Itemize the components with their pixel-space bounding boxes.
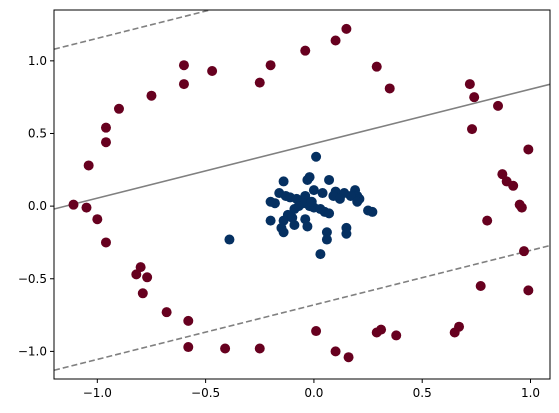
scatter-point	[334, 193, 345, 204]
scatter-point	[464, 79, 475, 90]
scatter-point	[100, 237, 111, 248]
scatter-point	[324, 208, 335, 219]
scatter-point	[100, 122, 111, 133]
scatter-point	[315, 249, 326, 260]
scatter-point	[308, 185, 319, 196]
scatter-point	[92, 214, 103, 225]
scatter-point	[142, 272, 153, 283]
scatter-point	[482, 215, 493, 226]
scatter-point	[467, 124, 478, 135]
scatter-point	[254, 77, 265, 88]
scatter-point	[220, 343, 231, 354]
scatter-point	[100, 137, 111, 148]
scatter-point	[523, 285, 534, 296]
scatter-point	[135, 262, 146, 273]
scatter-point	[469, 92, 480, 103]
axes-frame	[53, 9, 551, 380]
scatter-point	[311, 326, 322, 337]
points-layer	[68, 23, 534, 363]
decision-boundary-line	[54, 83, 550, 210]
scatter-point	[341, 228, 352, 239]
scatter-point	[265, 215, 276, 226]
scatter-point	[311, 151, 322, 162]
scatter-point	[131, 269, 142, 280]
scatter-point	[371, 61, 382, 72]
scatter-point	[330, 346, 341, 357]
scatter-point	[493, 100, 504, 111]
y-tick-label: −1.0	[18, 344, 47, 358]
x-tick-label: −0.5	[191, 386, 220, 400]
scatter-point	[161, 307, 172, 318]
scatter-point	[384, 83, 395, 94]
scatter-point	[345, 190, 356, 201]
scatter-point	[324, 174, 335, 185]
y-axis: −1.0 −0.5 0.0 0.5 1.0	[18, 54, 54, 358]
scatter-point	[265, 196, 276, 207]
scatter-point	[207, 66, 218, 77]
scatter-point	[178, 79, 189, 90]
scatter-point	[137, 288, 148, 299]
scatter-point	[278, 176, 289, 187]
scatter-point	[287, 212, 298, 223]
x-axis: −1.0 −0.5 0.0 0.5 1.0	[83, 379, 540, 400]
margin-line-1	[54, 10, 214, 51]
scatter-point	[302, 221, 313, 232]
scatter-point	[300, 45, 311, 56]
lines-layer	[54, 10, 550, 372]
scatter-point	[454, 321, 465, 332]
scatter-point	[376, 324, 387, 335]
scatter-point	[183, 342, 194, 353]
scatter-point	[254, 343, 265, 354]
scatter-point	[352, 196, 363, 207]
margin-line-2	[54, 244, 550, 372]
scatter-point	[293, 201, 304, 212]
scatter-point	[523, 144, 534, 155]
scatter-point	[317, 188, 328, 199]
y-tick-label: 1.0	[28, 54, 47, 68]
y-tick-label: 0.0	[28, 199, 47, 213]
scatter-point	[508, 180, 519, 191]
scatter-point	[178, 60, 189, 71]
scatter-point	[83, 160, 94, 171]
scatter-point	[341, 23, 352, 34]
x-tick-label: −1.0	[83, 386, 112, 400]
scatter-point	[224, 234, 235, 245]
x-tick-label: 0.0	[304, 386, 323, 400]
scatter-point	[113, 103, 124, 114]
scatter-point	[475, 281, 486, 292]
scatter-point	[516, 202, 527, 213]
scatter-point	[183, 315, 194, 326]
y-tick-label: −0.5	[18, 272, 47, 286]
scatter-point	[519, 246, 530, 257]
y-tick-label: 0.5	[28, 126, 47, 140]
scatter-point	[367, 206, 378, 217]
scatter-point	[321, 234, 332, 245]
x-tick-label: 1.0	[521, 386, 540, 400]
scatter-point	[321, 227, 332, 238]
x-tick-label: 0.5	[413, 386, 432, 400]
scatter-point	[306, 196, 317, 207]
scatter-point	[81, 202, 92, 213]
scatter-point	[146, 90, 157, 101]
scatter-point	[343, 352, 354, 363]
scatter-point	[391, 330, 402, 341]
scatter-point	[302, 174, 313, 185]
scatter-point	[265, 60, 276, 71]
scatter-point	[278, 227, 289, 238]
scatter-point	[330, 35, 341, 46]
scatter-point	[68, 199, 79, 210]
scatter-point	[497, 169, 508, 180]
